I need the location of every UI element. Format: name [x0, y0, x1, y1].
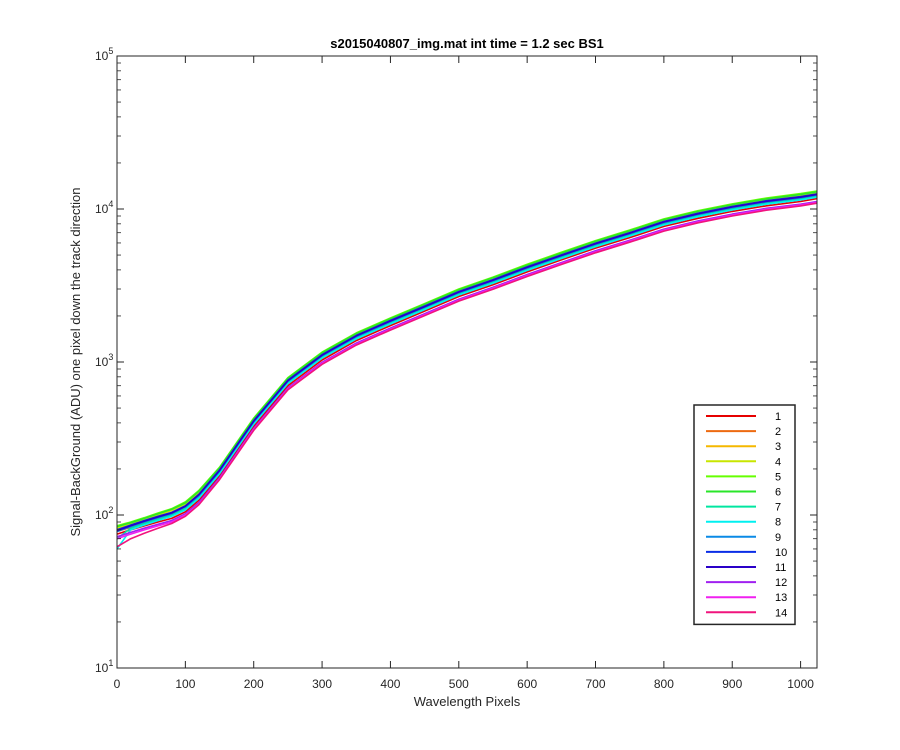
x-tick-label: 900 — [722, 677, 742, 691]
axes-layer: 0 100 200 300 400 500 600 700 800 900 100010110210… — [95, 46, 818, 691]
legend-label-10: 10 — [775, 547, 787, 559]
series-line-6 — [116, 191, 818, 528]
legend-label-12: 12 — [775, 577, 787, 589]
y-tick-label: 103 — [95, 352, 113, 369]
chart-title: s2015040807_img.mat int time = 1.2 sec B… — [330, 36, 604, 51]
legend-label-14: 14 — [775, 607, 787, 619]
x-tick-label: 1000 — [787, 677, 814, 691]
x-tick-label: 0 — [114, 677, 121, 691]
y-tick-label: 105 — [95, 46, 113, 63]
legend-box — [693, 404, 796, 626]
legend-label-8: 8 — [775, 517, 781, 529]
series-line-12 — [116, 200, 818, 538]
series-layer — [116, 190, 818, 550]
y-tick-label: 101 — [95, 658, 113, 675]
legend-label-7: 7 — [775, 502, 781, 514]
x-tick-label: 300 — [312, 677, 332, 691]
legend-label-1: 1 — [775, 411, 781, 423]
x-tick-label: 500 — [449, 677, 469, 691]
series-line-7 — [116, 195, 818, 540]
legend-label-9: 9 — [775, 532, 781, 544]
series-line-11 — [116, 193, 818, 532]
series-line-1 — [116, 197, 818, 535]
legend-label-3: 3 — [775, 441, 781, 453]
series-line-8 — [116, 196, 818, 550]
y-tick-label: 102 — [95, 505, 113, 522]
legend-label-5: 5 — [775, 471, 781, 483]
y-axis-title: Signal-BackGround (ADU) one pixel down t… — [68, 187, 83, 536]
legend-label-13: 13 — [775, 592, 787, 604]
series-line-14 — [116, 202, 818, 548]
x-tick-label: 700 — [586, 677, 606, 691]
legend-label-2: 2 — [775, 426, 781, 438]
legend-label-11: 11 — [775, 562, 786, 574]
x-tick-label: 200 — [244, 677, 264, 691]
y-tick-label: 104 — [95, 199, 113, 216]
x-tick-label: 800 — [654, 677, 674, 691]
x-tick-label: 100 — [175, 677, 195, 691]
legend-label-4: 4 — [775, 456, 781, 468]
x-tick-label: 400 — [380, 677, 400, 691]
series-line-13 — [116, 201, 818, 540]
x-axis-title: Wavelength Pixels — [414, 694, 521, 709]
x-tick-label: 600 — [517, 677, 537, 691]
legend-label-6: 6 — [775, 487, 781, 499]
